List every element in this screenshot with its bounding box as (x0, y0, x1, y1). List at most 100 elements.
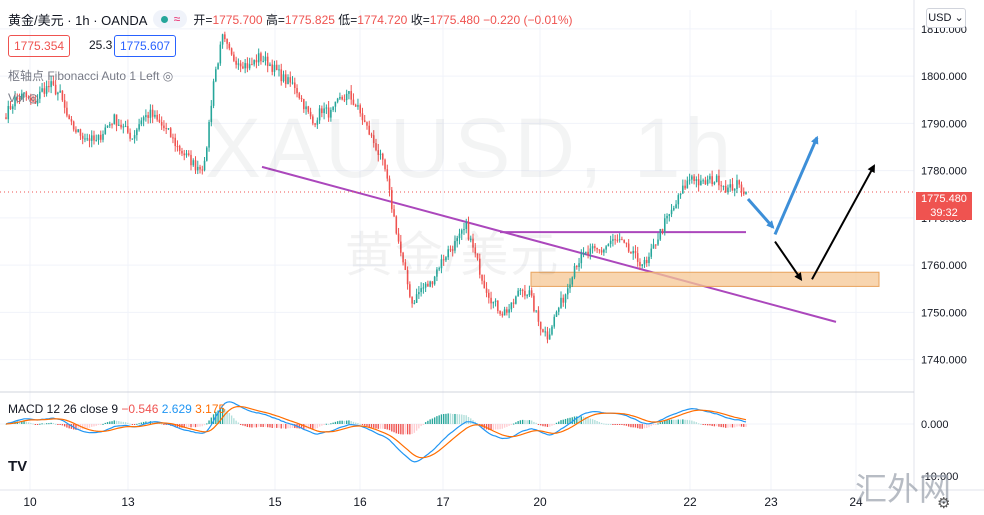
candle-body (5, 117, 7, 120)
macd-histogram-bar (115, 420, 118, 424)
eye-hidden-icon[interactable]: ◎ (162, 69, 174, 83)
macd-histogram-bar (185, 424, 188, 428)
candle-body (25, 92, 28, 97)
candle-body (519, 289, 522, 291)
candle-body (576, 266, 578, 268)
macd-histogram-bar (215, 411, 217, 424)
macd-histogram-bar (740, 424, 743, 427)
candle-body (260, 53, 262, 62)
candle-body (501, 313, 504, 316)
macd-histogram-bar (558, 421, 560, 424)
macd-histogram-bar (470, 418, 472, 424)
macd-histogram-bar (197, 424, 199, 427)
candle-body (206, 147, 208, 161)
candle-body (169, 128, 172, 138)
candle-body (41, 88, 43, 92)
macd-histogram-bar (664, 420, 666, 424)
macd-hist-value: −0.546 (121, 402, 159, 416)
candle-body (61, 90, 64, 101)
macd-legend[interactable]: MACD 12 26 close 9 −0.546 2.629 3.175 (8, 402, 225, 416)
macd-histogram-bar (616, 424, 619, 425)
candle-body (145, 115, 147, 118)
macd-histogram-bar (711, 424, 713, 427)
candle-body (90, 135, 93, 141)
candle-body (379, 153, 382, 155)
macd-histogram-bar (415, 424, 418, 431)
macd-histogram-bar (682, 419, 684, 424)
candle-body (93, 135, 95, 141)
candle-body (88, 138, 91, 141)
macd-histogram-bar (237, 422, 240, 424)
candle-body (131, 138, 134, 140)
pivot-indicator-legend[interactable]: 枢轴点 Fibonacci Auto 1 Left ◎ (8, 67, 173, 84)
candle-body (233, 54, 235, 61)
candle-body (738, 180, 741, 185)
macd-histogram-bar (555, 422, 558, 424)
candle-body (296, 88, 298, 94)
candle-body (255, 60, 258, 63)
candle-body (262, 60, 264, 62)
macd-histogram-bar (553, 424, 555, 425)
candle-body (11, 106, 14, 110)
macd-histogram-bar (21, 421, 23, 424)
macd-histogram-bar (219, 409, 222, 424)
macd-histogram-bar (418, 424, 420, 429)
candle-body (34, 101, 37, 104)
candle-body (323, 108, 325, 114)
tradingview-logo[interactable]: TV (8, 458, 28, 475)
vol-indicator-legend[interactable]: Vol ◎ (8, 91, 39, 105)
candle-body (693, 176, 695, 181)
macd-histogram-bar (386, 424, 388, 430)
macd-histogram-bar (546, 424, 549, 427)
sell-button[interactable]: 1775.354 (8, 35, 71, 57)
macd-histogram-bar (634, 424, 637, 428)
candle-body (436, 269, 438, 277)
x-tick-label: 20 (533, 495, 547, 509)
macd-histogram-bar (251, 424, 253, 428)
currency-select[interactable]: USD ⌄ (926, 8, 966, 28)
macd-histogram-bar (693, 421, 695, 424)
macd-histogram-bar (352, 421, 355, 424)
candle-body (226, 39, 228, 44)
chart-header: 黄金/美元 · 1h · OANDA ≈ 开=1775.700 高=1775.8… (8, 9, 573, 29)
symbol-title[interactable]: 黄金/美元 · 1h · OANDA (8, 12, 148, 28)
candle-body (154, 114, 156, 117)
candle-body (677, 195, 680, 205)
candle-body (589, 248, 592, 254)
macd-histogram-bar (650, 424, 652, 427)
candle-body (251, 64, 253, 66)
macd-histogram-bar (569, 417, 571, 424)
candle-body (45, 86, 48, 94)
macd-histogram-bar (131, 424, 134, 425)
macd-histogram-bar (452, 413, 454, 424)
candle-body (740, 184, 743, 192)
candle-body (715, 175, 718, 183)
watermark-symbol: XAUUSD, 1h (205, 100, 735, 197)
candle-body (636, 253, 639, 262)
candle-body (546, 331, 549, 340)
eye-hidden-icon[interactable]: ◎ (28, 91, 39, 105)
candle-body (327, 107, 330, 118)
macd-histogram-bar (488, 424, 490, 431)
macd-histogram-bar (278, 424, 280, 428)
candle-body (686, 180, 689, 189)
macd-histogram-bar (560, 420, 562, 424)
candle-body (634, 250, 637, 254)
macd-histogram-bar (612, 424, 614, 425)
macd-histogram-bar (720, 424, 722, 428)
macd-histogram-bar (722, 424, 725, 428)
candle-body (499, 310, 501, 314)
macd-histogram-bar (289, 424, 291, 429)
gear-icon[interactable]: ⚙ (937, 495, 951, 512)
market-status[interactable]: ≈ (153, 10, 188, 28)
buy-button[interactable]: 1775.607 (114, 35, 177, 57)
candle-body (95, 139, 98, 141)
candle-body (720, 185, 722, 187)
candle-body (467, 222, 470, 240)
candle-body (242, 66, 244, 69)
macd-histogram-bar (463, 414, 465, 424)
candle-body (345, 93, 348, 101)
candle-body (133, 135, 136, 139)
